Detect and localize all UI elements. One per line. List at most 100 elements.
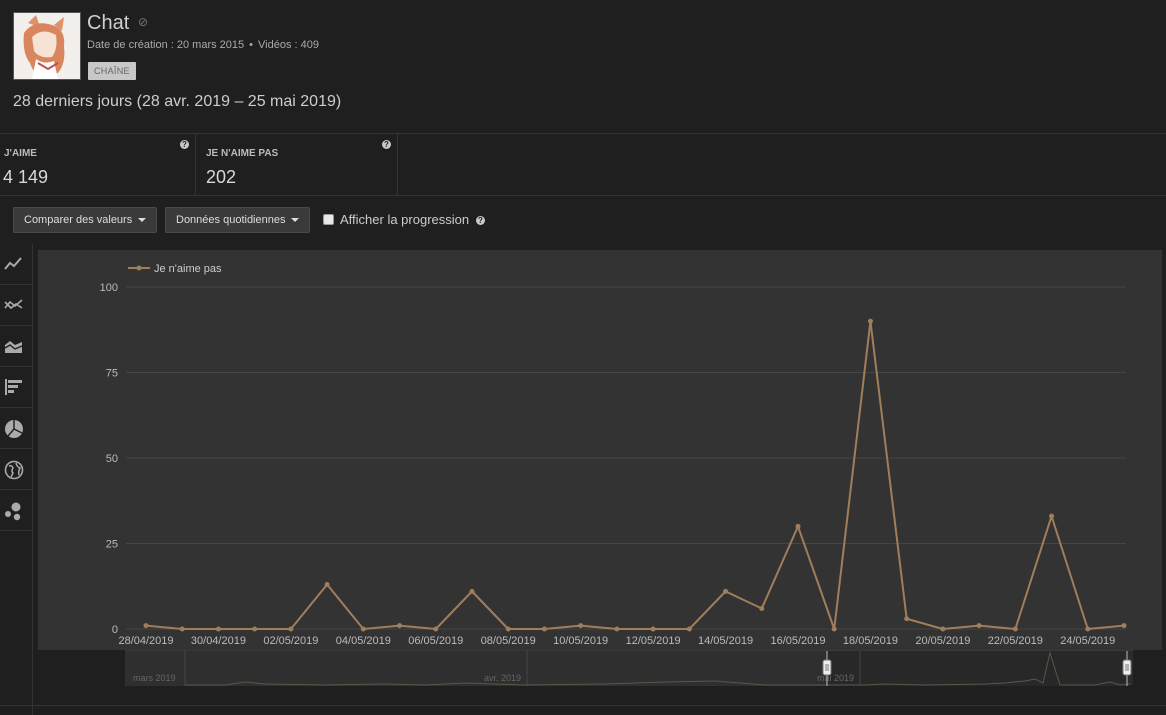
navigator-right-handle[interactable] (1122, 659, 1132, 676)
chart-type-map[interactable] (0, 449, 33, 490)
x-tick-label: 20/05/2019 (915, 635, 970, 647)
chart-type-stacked-area[interactable] (0, 326, 33, 367)
chart-type-pie[interactable] (0, 408, 33, 449)
x-tick-label: 24/05/2019 (1060, 635, 1115, 647)
x-tick-label: 22/05/2019 (988, 635, 1043, 647)
navigator-left-handle[interactable] (822, 659, 832, 676)
data-point (505, 626, 511, 632)
data-point (252, 626, 258, 632)
channel-name[interactable]: Chat (87, 12, 130, 34)
y-tick-label: 0 (112, 624, 118, 636)
line-chart[interactable]: 0 25 50 75 100 28/04/2019 30/04/2019 02/05/201… (38, 250, 1162, 650)
external-link-icon[interactable]: ⊘ (138, 15, 149, 29)
metric-likes[interactable]: J'AIME 4 149 ? (0, 134, 196, 196)
data-point (360, 626, 366, 632)
metrics-row: J'AIME 4 149 ? JE N'AIME PAS 202 ? (0, 133, 1166, 196)
x-tick-label: 30/04/2019 (191, 635, 246, 647)
caret-down-icon (291, 218, 300, 223)
x-tick-label: 18/05/2019 (843, 635, 898, 647)
daily-data-button[interactable]: Données quotidiennes (165, 207, 311, 233)
channel-badge: CHAÎNE (88, 62, 136, 80)
daily-data-label: Données quotidiennes (176, 214, 286, 226)
metric-likes-value: 4 149 (3, 167, 49, 187)
x-tick-label: 10/05/2019 (553, 635, 608, 647)
legend-label: Je n'aime pas (154, 263, 222, 275)
data-point (143, 623, 149, 629)
y-tick-label: 100 (100, 282, 118, 294)
chart-type-line[interactable] (0, 244, 33, 285)
series-line-je-naime-pas (145, 320, 1125, 630)
range-navigator[interactable]: mars 2019 avr. 2019 mai 2019 (125, 650, 1133, 686)
chart-area[interactable]: 0 25 50 75 100 28/04/2019 30/04/2019 02/05/201… (38, 250, 1162, 650)
metric-likes-label: J'AIME (4, 148, 37, 159)
compare-values-button[interactable]: Comparer des valeurs (13, 207, 158, 233)
navigator-series-line (185, 651, 1131, 686)
compare-values-label: Comparer des valeurs (24, 214, 133, 226)
metric-dislikes[interactable]: JE N'AIME PAS 202 ? (196, 134, 398, 196)
data-point (541, 626, 547, 632)
navigator-label-avr: avr. 2019 (484, 673, 521, 683)
metric-dislikes-label: JE N'AIME PAS (206, 148, 279, 159)
caret-down-icon (138, 218, 147, 223)
data-point (397, 623, 403, 629)
stacked-area-icon (4, 341, 23, 353)
x-tick-label: 04/05/2019 (336, 635, 391, 647)
channel-avatar[interactable] (13, 12, 81, 80)
data-point (759, 605, 765, 611)
data-point (578, 623, 584, 629)
navigator-label-mai: mai 2019 (817, 673, 854, 683)
data-point (904, 616, 910, 622)
chart-controls: Comparer des valeurs Données quotidienne… (0, 196, 1166, 244)
data-point (215, 626, 221, 632)
data-point (723, 588, 729, 594)
line-chart-icon (4, 257, 22, 270)
chart-type-bubble[interactable] (0, 490, 33, 531)
data-point (288, 626, 294, 632)
footer-divider (0, 705, 1166, 706)
x-tick-label: 14/05/2019 (698, 635, 753, 647)
data-point (795, 523, 801, 529)
data-point (1012, 626, 1018, 632)
help-icon[interactable]: ? (382, 140, 391, 149)
navigator-chart[interactable]: mars 2019 avr. 2019 mai 2019 (125, 651, 1133, 686)
data-point (686, 626, 692, 632)
x-tick-label: 16/05/2019 (770, 635, 825, 647)
x-tick-label: 28/04/2019 (118, 635, 173, 647)
creation-date: Date de création : 20 mars 2015 (87, 39, 245, 51)
y-tick-label: 50 (106, 453, 118, 465)
chart-type-bar-list[interactable] (0, 367, 33, 408)
show-progression-checkbox[interactable] (323, 214, 334, 225)
data-point (867, 318, 873, 324)
chart-type-multi-line[interactable] (0, 285, 33, 326)
channel-meta: Date de création : 20 mars 2015 • Vidéos :… (87, 39, 319, 51)
data-point (650, 626, 656, 632)
y-tick-label: 25 (106, 539, 118, 551)
navigator-selected-range (827, 651, 1127, 686)
bar-list-icon (5, 379, 22, 395)
pie-chart-icon (5, 420, 23, 438)
separator-dot: • (249, 39, 254, 51)
x-tick-label: 08/05/2019 (481, 635, 536, 647)
video-count: Vidéos : 409 (258, 39, 319, 51)
help-icon[interactable]: ? (476, 216, 485, 225)
help-icon[interactable]: ? (180, 140, 189, 149)
data-point (1049, 513, 1055, 519)
bubble-chart-icon (5, 502, 21, 521)
y-tick-label: 75 (106, 368, 118, 380)
show-progression-text: Afficher la progression (340, 212, 470, 227)
globe-icon (4, 460, 24, 480)
show-progression-label[interactable]: Afficher la progression (340, 212, 469, 227)
period-label: 28 derniers jours (28 avr. 2019 – 25 mai… (13, 93, 342, 110)
data-point (1121, 623, 1127, 629)
x-tick-label: 02/05/2019 (263, 635, 318, 647)
data-point (433, 626, 439, 632)
metric-dislikes-value: 202 (206, 167, 237, 187)
channel-header: Chat ⊘ Date de création : 20 mars 2015 • V… (0, 0, 1166, 133)
legend-marker (136, 265, 142, 271)
navigator-label-mars: mars 2019 (133, 673, 176, 683)
navigator-unselected-range (125, 651, 827, 686)
data-point (976, 623, 982, 629)
multi-line-chart-icon (4, 299, 23, 310)
x-tick-label: 06/05/2019 (408, 635, 463, 647)
data-point (1085, 626, 1091, 632)
